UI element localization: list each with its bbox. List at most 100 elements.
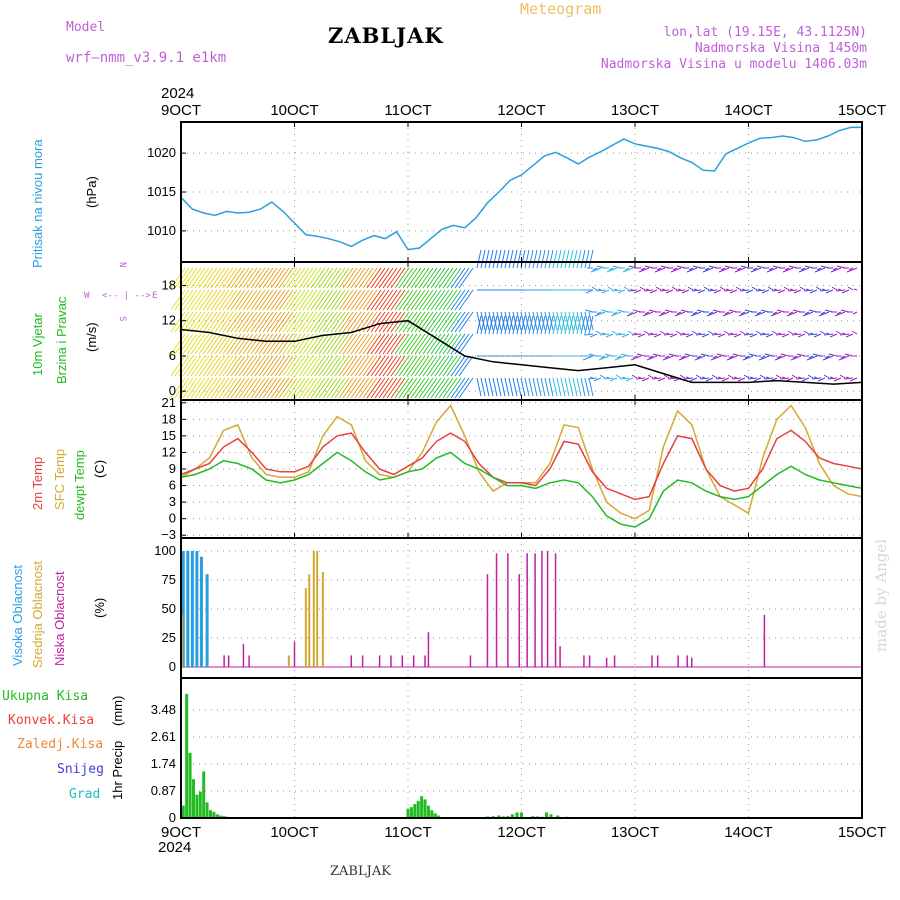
wind-barb bbox=[306, 355, 322, 377]
y-tick-label: 1.74 bbox=[151, 756, 176, 771]
wind-barb bbox=[654, 267, 666, 273]
wind-barb bbox=[350, 355, 366, 377]
wind-barb bbox=[250, 377, 266, 399]
wind-barb bbox=[572, 311, 578, 331]
wind-barb bbox=[829, 376, 834, 379]
wind-barb bbox=[782, 267, 794, 273]
wind-barb bbox=[242, 333, 258, 355]
wind-barb bbox=[841, 289, 850, 294]
panel-frame bbox=[180, 677, 863, 819]
wind-barb bbox=[819, 289, 830, 292]
cloud-bar bbox=[287, 655, 290, 667]
wind-barb bbox=[426, 355, 442, 377]
wind-barb bbox=[599, 374, 606, 379]
wind-barb bbox=[170, 333, 186, 355]
wind-barb bbox=[418, 377, 434, 399]
wind-barb bbox=[777, 289, 786, 294]
top-date-label: 9OCT bbox=[161, 102, 201, 119]
wind-barb bbox=[800, 267, 806, 271]
wind-barb bbox=[342, 355, 358, 377]
wind-barb bbox=[374, 289, 390, 311]
wind-barb bbox=[446, 267, 462, 289]
wind-barb bbox=[454, 289, 470, 311]
station-title: ZABLJAK bbox=[328, 23, 444, 48]
wind-barb bbox=[779, 377, 790, 380]
wind-barb bbox=[804, 311, 810, 315]
wind-barb bbox=[430, 267, 446, 289]
wind-barb bbox=[821, 288, 826, 291]
wind-barb bbox=[298, 311, 314, 333]
wind-barb bbox=[170, 377, 186, 399]
wind-barb bbox=[394, 267, 410, 289]
wind-barb bbox=[710, 355, 722, 361]
precip-bar bbox=[219, 815, 223, 818]
compass-e: E bbox=[152, 291, 157, 301]
wind-barb bbox=[665, 332, 670, 335]
cloud-bar bbox=[304, 588, 307, 667]
wind-barb bbox=[378, 311, 394, 333]
wind-barb bbox=[314, 289, 330, 311]
top-year-label: 2024 bbox=[161, 85, 194, 102]
wind-barb bbox=[294, 377, 310, 399]
wind-barb bbox=[572, 315, 578, 335]
wind-barb bbox=[687, 286, 694, 291]
wind-barb bbox=[617, 332, 622, 335]
wind-barb bbox=[504, 249, 510, 269]
wind-barb bbox=[738, 311, 750, 317]
wind-barb bbox=[326, 289, 342, 311]
wind-barb bbox=[254, 311, 270, 333]
wind-barb bbox=[576, 311, 582, 331]
wind-barb bbox=[426, 311, 442, 333]
wind-barb bbox=[370, 377, 386, 399]
wind-barb bbox=[446, 311, 462, 333]
wind-barb bbox=[724, 311, 730, 315]
compass-s: S bbox=[117, 316, 127, 321]
wind-barb bbox=[671, 286, 678, 291]
wind-barb bbox=[442, 355, 458, 377]
cloud-bar bbox=[312, 551, 315, 667]
wind-barb bbox=[775, 374, 782, 379]
wind-barb bbox=[771, 330, 778, 335]
wind-barb bbox=[206, 355, 222, 377]
wind-barb bbox=[728, 355, 734, 359]
y-tick-label: 2.61 bbox=[151, 729, 176, 744]
wind-barb bbox=[438, 377, 454, 399]
wind-barb bbox=[306, 333, 322, 355]
wind-barb bbox=[298, 289, 314, 311]
wind-barb bbox=[218, 289, 234, 311]
wind-barb bbox=[318, 377, 334, 399]
wind-barb bbox=[186, 311, 202, 333]
wind-barb bbox=[809, 332, 814, 335]
y-tick-label: 1010 bbox=[147, 223, 176, 238]
wind-barb bbox=[286, 267, 302, 289]
wind-barb bbox=[726, 355, 738, 361]
wind-barb bbox=[418, 289, 434, 311]
wind-barb bbox=[242, 311, 258, 333]
wind-barb bbox=[410, 355, 426, 377]
wind-barb bbox=[818, 311, 830, 317]
wind-barb bbox=[758, 355, 770, 361]
wind-barb bbox=[648, 355, 654, 359]
wind-barb bbox=[717, 333, 726, 338]
wind-barb bbox=[697, 289, 706, 294]
wind-barb bbox=[727, 374, 734, 379]
cloud-low-label: Niska Oblacnost bbox=[52, 571, 67, 666]
temp-sfc-label: SFC Temp bbox=[52, 449, 67, 510]
wind-barb bbox=[378, 333, 394, 355]
precip-bar bbox=[497, 815, 501, 818]
wind-barb bbox=[799, 286, 806, 291]
wind-barb bbox=[623, 286, 630, 291]
cloud-bar bbox=[242, 643, 245, 667]
wind-barb bbox=[222, 377, 238, 399]
wind-barb bbox=[306, 311, 322, 333]
wind-barb bbox=[806, 355, 818, 361]
wind-barb bbox=[601, 332, 606, 335]
wind-barb bbox=[647, 374, 654, 379]
wind-barb bbox=[729, 332, 734, 335]
wind-barb bbox=[454, 377, 470, 399]
precip-bar bbox=[413, 804, 417, 818]
wind-barb bbox=[410, 377, 426, 399]
wind-barb bbox=[605, 333, 614, 338]
wind-barb bbox=[642, 311, 654, 317]
wind-barb bbox=[717, 376, 722, 379]
